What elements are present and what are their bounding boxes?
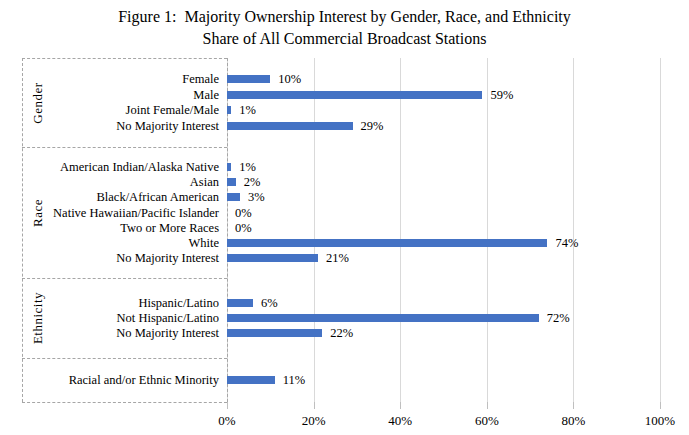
category-label: Native Hawaiian/Pacific Islander — [22, 206, 227, 220]
bar-group: EthnicityHispanic/Latino6%Not Hispanic/L… — [22, 278, 660, 358]
bar-row: No Majority Interest 29% — [22, 119, 660, 133]
bar-group: GenderFemale 10% Male 59% Joint Female/Male 1… — [22, 58, 660, 147]
value-label: 0% — [235, 206, 252, 220]
bar-group: RaceAmerican Indian/Alaska Native1%Asian… — [22, 147, 660, 278]
bar — [227, 376, 275, 384]
category-label: Black/African American — [22, 190, 227, 204]
category-label: No Majority Interest — [22, 119, 227, 133]
bar-row: No Majority Interest 22% — [22, 326, 660, 340]
value-label: 1% — [239, 103, 256, 117]
bar-row: Two or More Races 0% — [22, 221, 660, 235]
value-label: 29% — [361, 119, 384, 133]
bar-zone: 0% — [227, 206, 660, 220]
x-axis-label: 20% — [302, 413, 326, 429]
axis-tick — [487, 402, 488, 409]
bar-zone: 29% — [227, 119, 660, 133]
bar — [227, 239, 547, 247]
bar-row: Female 10% — [22, 72, 660, 86]
bar-zone: 1% — [227, 103, 660, 117]
x-axis-label: 0% — [218, 413, 235, 429]
value-label: 11% — [283, 373, 305, 387]
x-axis-label: 80% — [561, 413, 585, 429]
bar — [227, 91, 482, 99]
bar-zone: 11% — [227, 373, 660, 387]
chart-title-line1: Figure 1: Majority Ownership Interest by… — [0, 6, 689, 28]
bar — [227, 314, 539, 322]
category-label: Joint Female/Male — [22, 103, 227, 117]
bar-row: Native Hawaiian/Pacific Islander 0% — [22, 206, 660, 220]
bar — [227, 75, 270, 83]
bar-zone: 0% — [227, 221, 660, 235]
category-label: White — [22, 236, 227, 250]
category-label: No Majority Interest — [22, 326, 227, 340]
bar-row: Male 59% — [22, 88, 660, 102]
bar-zone: 2% — [227, 175, 660, 189]
value-label: 72% — [547, 311, 570, 325]
value-label: 59% — [490, 88, 513, 102]
category-label: Not Hispanic/Latino — [22, 311, 227, 325]
value-label: 22% — [330, 326, 353, 340]
group-label: Gender — [30, 82, 46, 123]
x-axis-label: 100% — [645, 413, 675, 429]
category-label: American Indian/Alaska Native — [22, 160, 227, 174]
category-label: Male — [22, 88, 227, 102]
bar-zone: 74% — [227, 236, 660, 250]
bar-row: Black/African American 3% — [22, 190, 660, 204]
category-label: Two or More Races — [22, 221, 227, 235]
figure-container: Figure 1: Majority Ownership Interest by… — [0, 0, 689, 435]
bar-zone: 10% — [227, 72, 660, 86]
axis-tick — [314, 402, 315, 409]
bar — [227, 163, 231, 171]
category-label: Racial and/or Ethnic Minority — [22, 373, 227, 387]
chart-title: Figure 1: Majority Ownership Interest by… — [0, 6, 689, 50]
bar — [227, 193, 240, 201]
bar-row: Hispanic/Latino 6% — [22, 296, 660, 310]
bar-row: Not Hispanic/Latino 72% — [22, 311, 660, 325]
bar-zone: 59% — [227, 88, 660, 102]
axis-tick — [573, 402, 574, 409]
group-label: Ethnicity — [30, 292, 46, 344]
value-label: 74% — [555, 236, 578, 250]
category-label: Female — [22, 72, 227, 86]
bar-row: Racial and/or Ethnic Minority 11% — [22, 373, 660, 387]
bar-row: No Majority Interest 21% — [22, 251, 660, 265]
axis-tick — [660, 402, 661, 409]
bar — [227, 254, 318, 262]
gridline — [660, 58, 661, 402]
value-label: 1% — [239, 160, 256, 174]
bar-zone: 6% — [227, 296, 660, 310]
bar-zone: 21% — [227, 251, 660, 265]
bar-row: Asian 2% — [22, 175, 660, 189]
bar-row: American Indian/Alaska Native 1% — [22, 160, 660, 174]
bar-row: Joint Female/Male 1% — [22, 103, 660, 117]
bar — [227, 178, 236, 186]
value-label: 0% — [235, 221, 252, 235]
x-axis-label: 40% — [388, 413, 412, 429]
group-label: Race — [30, 199, 46, 227]
category-label: Asian — [22, 175, 227, 189]
category-label: No Majority Interest — [22, 251, 227, 265]
bar-zone: 22% — [227, 326, 660, 340]
bar-zone: 72% — [227, 311, 660, 325]
bar — [227, 329, 322, 337]
value-label: 2% — [244, 175, 261, 189]
bar — [227, 122, 353, 130]
group-box-edge — [22, 402, 227, 403]
bar-zone: 1% — [227, 160, 660, 174]
bar-zone: 3% — [227, 190, 660, 204]
value-label: 10% — [278, 72, 301, 86]
bar-row: White 74% — [22, 236, 660, 250]
x-axis-label: 60% — [475, 413, 499, 429]
chart-title-line2: Share of All Commercial Broadcast Statio… — [0, 28, 689, 50]
bar — [227, 299, 253, 307]
value-label: 3% — [248, 190, 265, 204]
category-label: Hispanic/Latino — [22, 296, 227, 310]
axis-tick — [400, 402, 401, 409]
bar-group: Racial and/or Ethnic Minority 11% — [22, 358, 660, 402]
value-label: 6% — [261, 296, 278, 310]
axis-tick — [227, 402, 228, 409]
bar — [227, 106, 231, 114]
value-label: 21% — [326, 251, 349, 265]
